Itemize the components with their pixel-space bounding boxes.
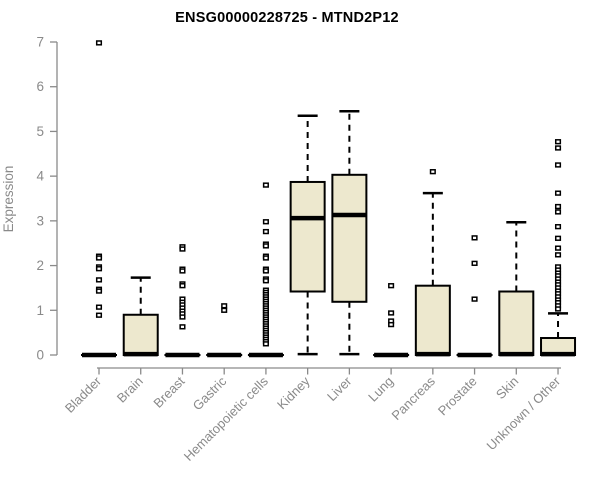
outlier-point [388,283,395,289]
outlier-point [388,310,395,316]
outlier-point [554,235,562,241]
box-group-gastric [206,303,243,358]
outlier-point [262,268,269,274]
outlier-point [554,209,562,215]
y-tick-label: 1 [36,303,44,318]
outlier-point [554,252,562,258]
outlier-point [262,341,269,347]
box-group-hematopoietic-cells [247,182,284,358]
outlier-point [95,277,103,283]
box-group-liver [331,110,368,356]
outlier-point [95,288,103,294]
box [122,313,159,356]
box-group-skin [498,220,535,357]
outlier-point [554,139,562,145]
outlier-point [554,203,562,210]
x-tick-label-gastric: Gastric [190,373,230,413]
y-tick-label: 6 [36,79,44,94]
outlier-point [95,255,103,261]
outlier-point [429,169,436,175]
box-group-brain [122,276,159,357]
box [331,173,368,303]
y-tick-label: 0 [36,348,44,363]
outlier-point [262,219,269,225]
outlier-point [262,182,269,188]
x-tick-label-lung: Lung [365,374,396,405]
box-group-kidney [289,114,326,356]
outlier-point [179,324,186,330]
outlier-point [262,255,269,261]
box [289,180,326,293]
outlier-point [95,266,103,272]
outlier-point [471,296,478,302]
outlier-point [95,312,103,318]
outlier-point [179,268,186,274]
x-tick-label-kidney: Kidney [274,373,313,412]
outlier-point [554,190,562,196]
box-group-pancreas [414,169,451,357]
x-tick-label-prostate: Prostate [435,374,480,419]
outlier-point [388,321,395,328]
box-group-unknown-other [540,139,577,357]
x-tick-label-bladder: Bladder [62,373,105,416]
outlier-point [554,145,562,151]
outlier-point [179,246,186,252]
x-tick-label-unknown-other: Unknown / Other [484,373,564,453]
x-tick-label-breast: Breast [150,373,187,410]
outlier-point [262,228,269,235]
box [498,290,535,357]
x-tick-label-liver: Liver [324,373,355,404]
x-tick-label-brain: Brain [114,374,146,406]
outlier-point [554,306,562,312]
outlier-point [262,243,269,249]
outlier-point [179,283,186,289]
y-tick-label: 2 [36,258,44,273]
x-tick-label-pancreas: Pancreas [389,373,439,423]
chart-title: ENSG00000228725 - MTND2P12 [175,10,399,26]
x-tick-label-skin: Skin [493,374,521,402]
y-tick-label: 4 [36,169,44,184]
box-group-lung [373,283,410,358]
y-tick-label: 5 [36,124,44,139]
outlier-point [471,235,478,241]
y-axis-title: Expression [1,166,16,233]
outlier-point [179,314,186,320]
box-group-prostate [456,235,493,358]
outlier-point [554,224,562,230]
outlier-point [471,260,478,266]
y-tick-label: 3 [36,213,44,228]
y-tick-label: 7 [36,35,44,50]
outlier-point [95,40,103,46]
outlier-point [262,278,269,284]
outlier-point [554,162,562,168]
outlier-point [554,245,562,251]
box [414,284,451,356]
outlier-point [221,307,228,313]
outlier-point [221,303,228,309]
box-group-breast [164,244,201,358]
box-group-bladder [81,40,117,358]
outlier-point [95,304,103,310]
